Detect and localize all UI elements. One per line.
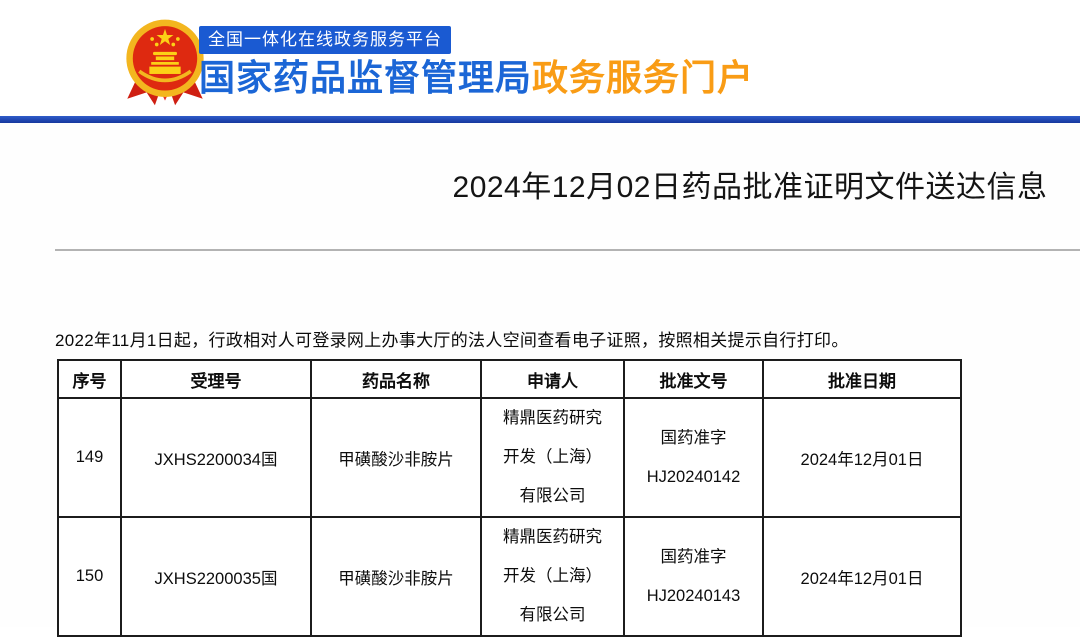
approval-date-cell: 2024年12月01日 <box>762 397 962 518</box>
acceptance-no-cell: JXHS2200034国 <box>120 397 312 518</box>
cell-line: HJ20240143 <box>646 586 741 605</box>
seq-cell: 149 <box>57 397 122 518</box>
cell-line: 开发（上海） <box>503 567 602 585</box>
cell-line: 精鼎医药研究 <box>503 409 602 427</box>
acceptance-no-cell: JXHS2200035国 <box>120 516 312 637</box>
column-header: 受理号 <box>120 359 312 399</box>
content-divider <box>55 249 1080 251</box>
drug-name-cell: 甲磺酸沙非胺片 <box>310 397 482 518</box>
seq-cell: 150 <box>57 516 122 637</box>
cell-line: 国药准字 <box>660 428 727 447</box>
approval-date-cell: 2024年12月01日 <box>762 516 962 637</box>
site-brand[interactable]: 全国一体化在线政务服务平台 国家药品监督管理局政务服务门户 <box>199 26 754 99</box>
approval-no-cell: 国药准字 HJ20240143 <box>623 516 764 637</box>
national-emblem-icon <box>126 19 204 106</box>
column-header: 申请人 <box>480 359 625 399</box>
column-header: 序号 <box>57 359 122 399</box>
cell-line: HJ20240142 <box>646 467 741 486</box>
drug-name-cell: 甲磺酸沙非胺片 <box>310 516 482 637</box>
applicant-cell: 精鼎医药研究 开发（上海） 有限公司 <box>480 516 625 637</box>
column-header: 批准日期 <box>762 359 962 399</box>
table-row: 150 JXHS2200035国 甲磺酸沙非胺片 精鼎医药研究 开发（上海） 有限公司 国药… <box>57 516 962 637</box>
cell-line: 国药准字 <box>660 547 727 566</box>
approval-no-cell: 国药准字 HJ20240142 <box>623 397 764 518</box>
column-header: 药品名称 <box>310 359 482 399</box>
cell-line: 有限公司 <box>519 606 586 624</box>
page-title: 2024年12月02日药品批准证明文件送达信息 <box>452 171 1048 204</box>
site-title: 国家药品监督管理局政务服务门户 <box>199 56 754 99</box>
cell-line: 开发（上海） <box>503 448 602 466</box>
site-header: 全国一体化在线政务服务平台 国家药品监督管理局政务服务门户 <box>0 0 1080 116</box>
site-name: 国家药品监督管理局 <box>199 57 533 98</box>
cell-line: 有限公司 <box>519 487 586 505</box>
cell-line: 精鼎医药研究 <box>503 528 602 546</box>
header-divider-bar <box>0 116 1080 123</box>
table-row: 149 JXHS2200034国 甲磺酸沙非胺片 精鼎医药研究 开发（上海） 有限公司 国药… <box>57 397 962 518</box>
notice-text: 2022年11月1日起，行政相对人可登录网上办事大厅的法人空间查看电子证照，按照… <box>55 331 849 350</box>
portal-name: 政务服务门户 <box>532 57 755 98</box>
column-header: 批准文号 <box>623 359 764 399</box>
applicant-cell: 精鼎医药研究 开发（上海） 有限公司 <box>480 397 625 518</box>
platform-badge: 全国一体化在线政务服务平台 <box>199 26 451 54</box>
table-header-row: 序号 受理号 药品名称 申请人 批准文号 批准日期 <box>57 359 962 399</box>
approval-delivery-table: 序号 受理号 药品名称 申请人 批准文号 批准日期 149 JXHS2200034国 甲磺酸沙… <box>57 359 962 637</box>
